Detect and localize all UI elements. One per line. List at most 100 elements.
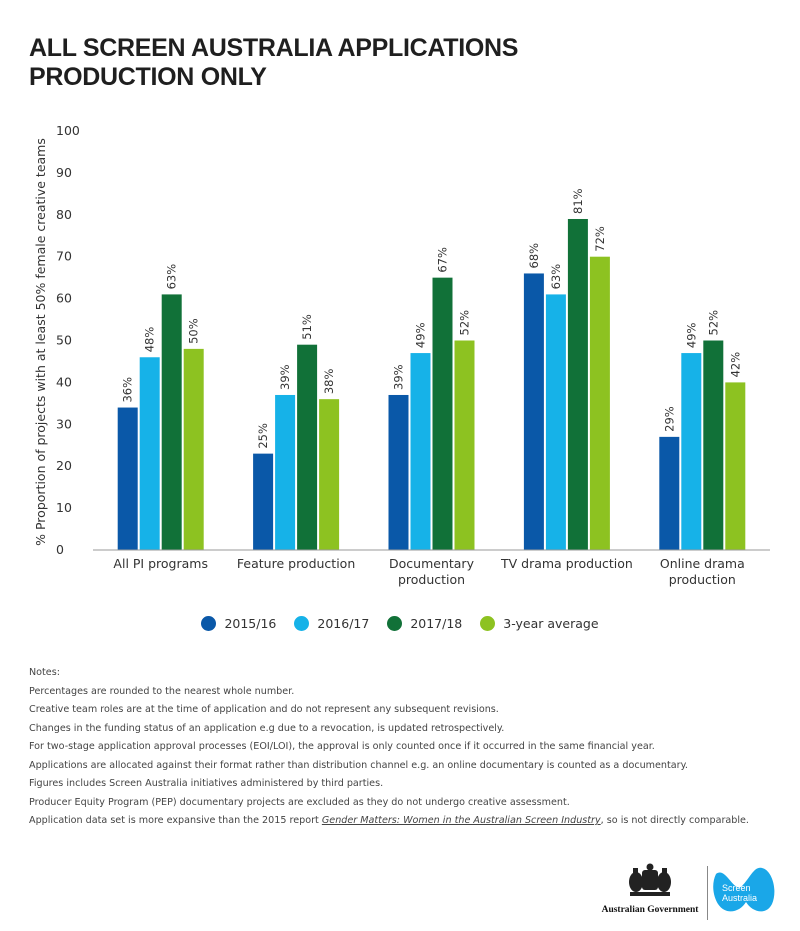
- bar-data-label: 49%: [684, 322, 698, 348]
- legend-label: 2017/18: [410, 616, 463, 631]
- notes-section: Notes: Percentages are rounded to the ne…: [29, 668, 779, 835]
- bar-data-label: 48%: [143, 327, 157, 353]
- bar: [589, 256, 610, 550]
- bar-data-label: 39%: [392, 364, 406, 390]
- australian-government-logo: Australian Government: [600, 862, 700, 915]
- screen-australia-logo: Screen Australia: [712, 864, 782, 925]
- bar-data-label: 72%: [593, 226, 607, 252]
- bar: [567, 218, 588, 550]
- bar-data-label: 63%: [165, 264, 179, 290]
- bar-data-label: 49%: [414, 322, 428, 348]
- legend-swatch: [387, 616, 403, 631]
- bar: [297, 344, 318, 550]
- note-item: Applications are allocated against their…: [29, 759, 688, 771]
- bar: [139, 357, 160, 550]
- note-last-suffix: , so is not directly comparable.: [600, 815, 749, 826]
- bar-data-label: 36%: [121, 377, 135, 403]
- screen-australia-line-2: Australia: [722, 893, 757, 903]
- bar: [161, 294, 182, 550]
- bar-data-label: 50%: [187, 318, 201, 344]
- legend-swatch: [480, 616, 496, 631]
- x-axis: All PI programs Feature production Documen…: [93, 549, 770, 587]
- chart-legend: 2015/16 2016/17 2017/18 3-year average: [0, 616, 800, 631]
- y-tick-label: 70: [56, 249, 72, 264]
- bar: [183, 348, 204, 550]
- screen-australia-wave-icon: [713, 867, 775, 912]
- y-tick-label: 10: [56, 500, 72, 515]
- note-item: Percentages are rounded to the nearest w…: [29, 685, 295, 697]
- chart-title-line-2: PRODUCTION ONLY: [29, 63, 267, 91]
- bar: [725, 382, 746, 550]
- x-category-label: production: [669, 572, 736, 587]
- footer-logos: Australian Government Screen Australia: [600, 862, 780, 922]
- note-item: Creative team roles are at the time of a…: [29, 704, 499, 715]
- bar: [253, 453, 274, 550]
- gender-matters-report-link[interactable]: Gender Matters: Women in the Australian …: [321, 815, 601, 826]
- y-axis: 0 10 20 30 40 50 60 70 80 90 100 % Proportion of pr…: [33, 123, 80, 557]
- bar-data-label: 67%: [436, 247, 450, 273]
- y-axis-label: % Proportion of projects with at least 5…: [33, 138, 48, 546]
- y-tick-label: 50: [56, 333, 72, 348]
- bar: [523, 273, 544, 550]
- bar: [388, 394, 409, 550]
- bar: [681, 353, 702, 550]
- bar-data-label: 39%: [278, 364, 292, 390]
- y-tick-label: 20: [56, 458, 72, 473]
- legend-item: 2017/18: [387, 616, 462, 631]
- note-item-last: Application data set is more expansive t…: [29, 816, 779, 826]
- x-category-label: production: [398, 572, 465, 587]
- x-category-label: TV drama production: [500, 556, 633, 571]
- bar: [703, 340, 724, 550]
- bar: [410, 353, 431, 550]
- y-tick-label: 40: [56, 374, 72, 389]
- bar-data-label: 51%: [300, 314, 314, 340]
- chart-title: ALL SCREEN AUSTRALIA APPLICATIONS PRODUC…: [29, 34, 518, 92]
- legend-swatch: [201, 616, 217, 631]
- y-tick-label: 60: [56, 291, 72, 306]
- chart-title-line-1: ALL SCREEN AUSTRALIA APPLICATIONS: [29, 34, 519, 62]
- bar-data-label: 81%: [571, 188, 585, 214]
- bar-data-label: 68%: [527, 243, 541, 269]
- bar: [659, 436, 680, 550]
- bar: [432, 277, 453, 550]
- legend-item: 2016/17: [294, 616, 369, 631]
- bar-data-label: 25%: [256, 423, 270, 449]
- notes-heading: Notes:: [29, 667, 60, 678]
- screen-australia-line-1: Screen: [722, 883, 751, 893]
- y-tick-label: 80: [56, 207, 72, 222]
- legend-label: 2016/17: [317, 616, 370, 631]
- australian-government-label: Australian Government: [601, 905, 699, 915]
- legend-label: 2015/16: [224, 616, 277, 631]
- bars: 36% 48% 63% 50% 25% 39% 51% 38% 39% 49% 67% 52% 68% 6…: [117, 188, 746, 550]
- bar-chart: 0 10 20 30 40 50 60 70 80 90 100 % Proportion of pr…: [33, 123, 770, 587]
- note-item: Producer Equity Program (PEP) documentar…: [29, 796, 570, 808]
- bar-data-label: 52%: [458, 310, 472, 336]
- bar-data-label: 63%: [549, 264, 563, 290]
- y-tick-label: 0: [56, 542, 64, 557]
- bar-data-label: 42%: [728, 352, 742, 378]
- note-item: Changes in the funding status of an appl…: [29, 722, 505, 734]
- bar-data-label: 38%: [322, 369, 336, 395]
- y-tick-label: 90: [56, 165, 72, 180]
- bar-data-label: 29%: [662, 406, 676, 432]
- bar: [545, 294, 566, 550]
- x-category-label: Online drama: [660, 556, 745, 571]
- bar: [275, 394, 296, 550]
- x-category-label: All PI programs: [113, 556, 208, 571]
- note-last-prefix: Application data set is more expansive t…: [29, 815, 322, 826]
- note-item: Figures includes Screen Australia initia…: [29, 778, 384, 789]
- coat-of-arms-icon: [629, 863, 671, 896]
- logo-divider: [707, 866, 708, 920]
- note-item: For two-stage application approval proce…: [29, 741, 655, 752]
- bar: [319, 399, 340, 550]
- bar-data-label: 52%: [706, 310, 720, 336]
- y-tick-label: 30: [56, 416, 72, 431]
- y-tick-label: 100: [56, 123, 80, 138]
- legend-item: 3-year average: [480, 616, 599, 631]
- bar: [454, 340, 475, 550]
- legend-swatch: [294, 616, 310, 631]
- bar: [117, 407, 138, 550]
- x-category-label: Documentary: [389, 556, 475, 571]
- legend-label: 3-year average: [503, 616, 599, 631]
- notes-list: Percentages are rounded to the nearest w…: [29, 685, 779, 808]
